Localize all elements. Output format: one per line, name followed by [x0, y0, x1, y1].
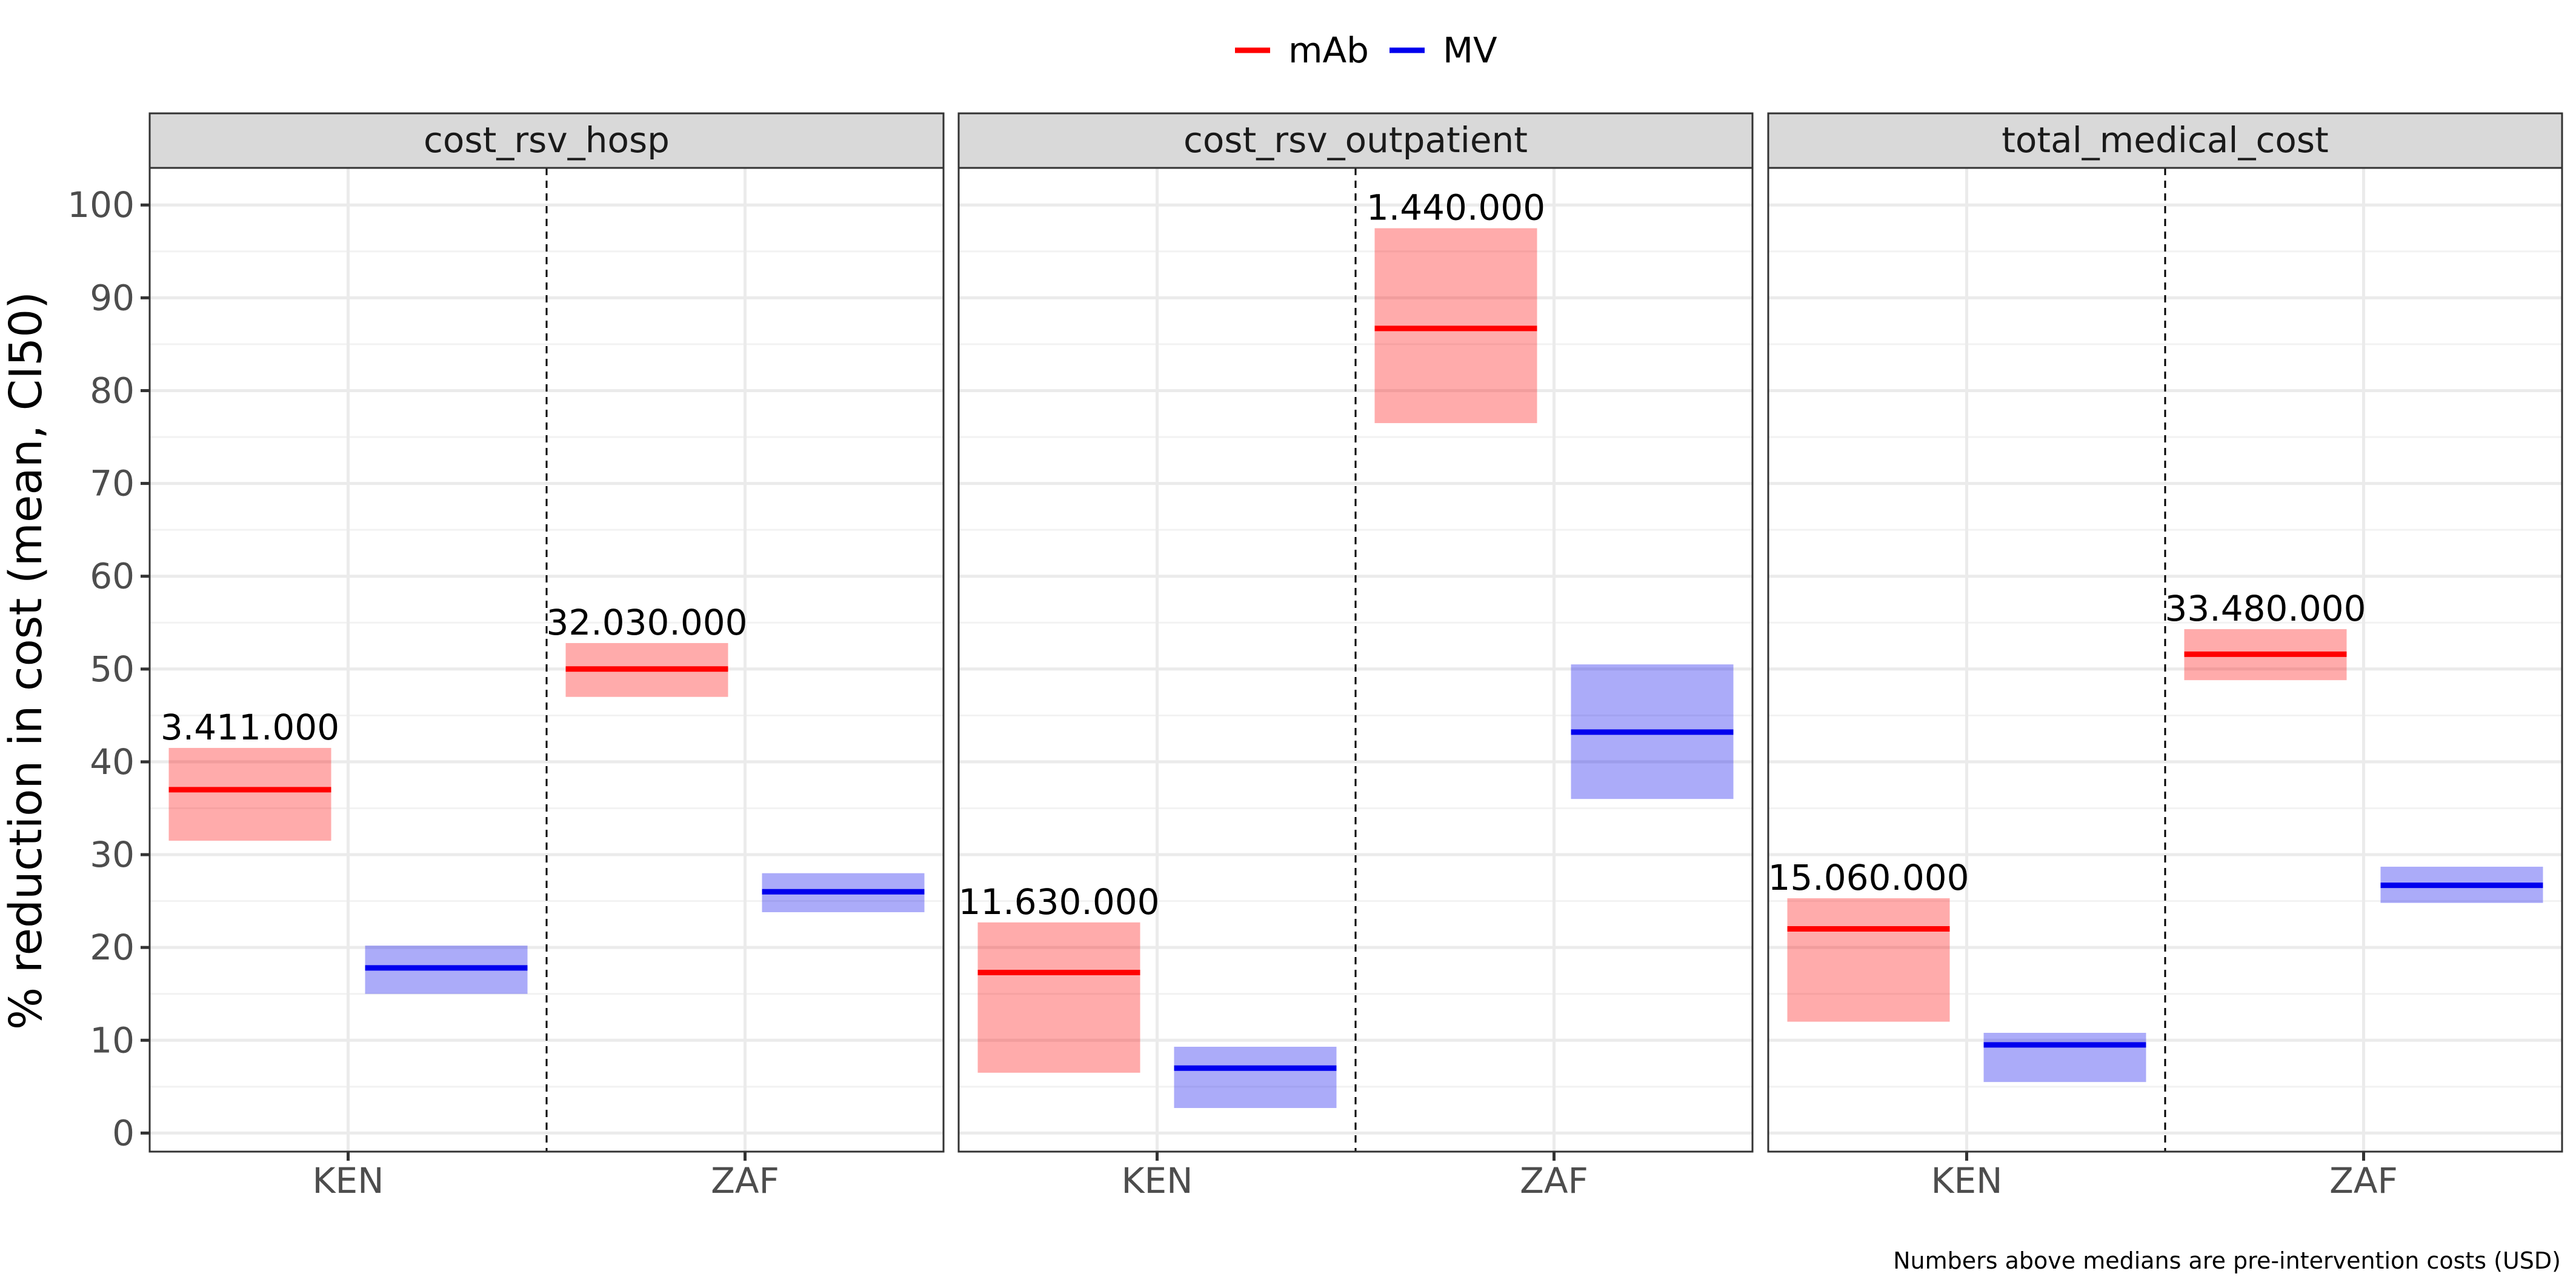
facet-title: cost_rsv_hosp — [424, 119, 670, 161]
panel-border — [1767, 167, 2563, 1153]
x-tick-label: ZAF — [1520, 1160, 1588, 1201]
ci-box-mAb-KEN — [1787, 898, 1950, 1022]
cost-label-mAb-ZAF: 33.480.000 — [2165, 588, 2366, 629]
y-tick-label: 50 — [90, 649, 135, 690]
y-tick-label: 60 — [90, 556, 135, 597]
panel-border — [957, 167, 1754, 1153]
y-axis-ticks: 0 10 20 30 40 50 60 70 80 90 100 — [67, 184, 150, 1153]
x-tick-label: KEN — [1121, 1160, 1193, 1201]
panel-border — [148, 167, 945, 1153]
y-tick-label: 70 — [90, 463, 135, 504]
y-tick-label: 90 — [90, 277, 135, 318]
y-tick-label: 100 — [67, 184, 135, 225]
legend: mAb MV — [1235, 30, 1497, 71]
x-tick-label: KEN — [1931, 1160, 2002, 1201]
cost-label-mAb-KEN: 11.630.000 — [958, 881, 1159, 923]
ci-box-mAb-ZAF — [1374, 228, 1537, 424]
ci-box-mAb-KEN — [977, 922, 1140, 1073]
facet-title: cost_rsv_outpatient — [1183, 119, 1528, 161]
cost-label-mAb-KEN: 3.411.000 — [161, 707, 339, 748]
ci-box-MV-KEN — [1983, 1033, 2146, 1083]
x-tick-label: ZAF — [2329, 1160, 2398, 1201]
y-axis-label: % reduction in cost (mean, CI50) — [0, 292, 52, 1030]
y-tick-label: 30 — [90, 834, 135, 875]
y-tick-label: 80 — [90, 370, 135, 411]
legend-label-MV: MV — [1443, 30, 1497, 71]
y-tick-label: 20 — [90, 927, 135, 968]
ci-box-MV-KEN — [1174, 1046, 1337, 1109]
facet-title: total_medical_cost — [2002, 119, 2329, 161]
panel-cost_rsv_outpatient: cost_rsv_outpatient 11.630.000 1.440.000 KE… — [957, 112, 1754, 1201]
x-tick-label: KEN — [312, 1160, 384, 1201]
ci-box-mAb-KEN — [168, 747, 331, 841]
y-tick-label: 10 — [90, 1019, 135, 1061]
panel-total_medical_cost: total_medical_cost 15.060.000 33.480.000 KE… — [1767, 112, 2563, 1201]
facet-strip — [957, 112, 1754, 169]
panel-cost_rsv_hosp: cost_rsv_hosp 3.411.000 32.030.000 KEN ZAF — [148, 112, 945, 1201]
y-tick-label: 0 — [112, 1112, 135, 1153]
facet-strip — [1767, 112, 2563, 169]
facet-strip — [148, 112, 945, 169]
y-tick-label: 40 — [90, 741, 135, 782]
cost-label-mAb-KEN: 15.060.000 — [1768, 857, 1969, 898]
cost-label-mAb-ZAF: 1.440.000 — [1366, 187, 1545, 229]
chart-caption: Numbers above medians are pre-interventi… — [1893, 1247, 2561, 1274]
cost-label-mAb-ZAF: 32.030.000 — [546, 602, 747, 643]
legend-label-mAb: mAb — [1288, 30, 1369, 71]
x-tick-label: ZAF — [711, 1160, 779, 1201]
